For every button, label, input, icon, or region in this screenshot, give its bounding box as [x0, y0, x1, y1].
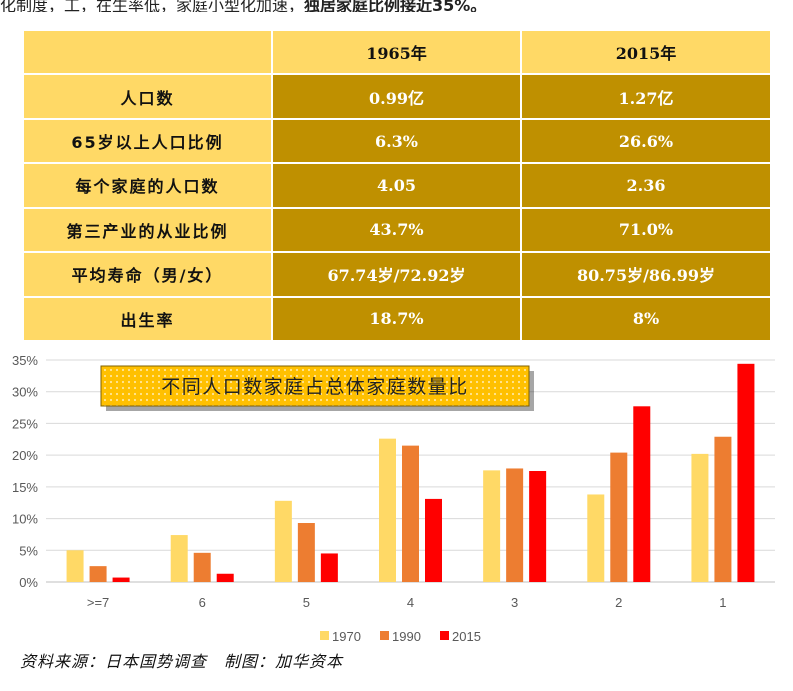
table-row: 平均寿命（男/女） 67.74岁/72.92岁 80.75岁/86.99岁: [22, 251, 772, 298]
bar-1990-4: [506, 468, 524, 582]
bar-1970-1: [170, 535, 188, 582]
x-tick-label: 1: [719, 595, 726, 610]
value-2015: 80.75岁/86.99岁: [520, 251, 772, 298]
x-tick-label: 6: [199, 595, 206, 610]
row-label: 人口数: [22, 73, 273, 120]
bar-1990-0: [89, 566, 107, 582]
value-1965: 43.7%: [271, 206, 522, 254]
bar-2015-5: [633, 406, 651, 582]
value-2015: 8%: [520, 295, 772, 343]
bar-2015-6: [737, 363, 755, 582]
table-row: 65岁以上人口比例 6.3% 26.6%: [22, 117, 772, 165]
row-label: 平均寿命（男/女）: [22, 251, 273, 298]
table-row: 每个家庭的人口数 4.05 2.36: [22, 162, 772, 209]
bar-1990-5: [610, 452, 628, 582]
table-row: 第三产业的从业比例 43.7% 71.0%: [22, 206, 772, 254]
value-2015: 1.27亿: [520, 73, 772, 120]
bar-1990-1: [193, 552, 211, 582]
source-note: 资料来源：日本国势调查 制图：加华资本: [20, 652, 344, 671]
legend-swatch: [320, 631, 329, 640]
bar-2015-0: [112, 577, 130, 582]
bar-2015-3: [425, 498, 442, 582]
x-tick-label: 2: [615, 595, 622, 610]
x-tick-label: 4: [407, 595, 414, 610]
x-tick-label: >=7: [87, 595, 109, 610]
table-header-empty: [22, 28, 273, 76]
legend-label: 2015: [452, 629, 481, 644]
y-tick-label: 25%: [12, 416, 38, 431]
table-row: 人口数 0.99亿 1.27亿: [22, 73, 772, 120]
table-header-2015: 2015年: [520, 28, 772, 76]
value-1965: 67.74岁/72.92岁: [271, 251, 522, 298]
y-tick-label: 5%: [19, 543, 38, 558]
bar-1990-2: [297, 523, 315, 582]
legend-label: 1970: [332, 629, 361, 644]
chart-title-box: 不同人口数家庭占总体家庭数量比: [100, 365, 534, 411]
bar-2015-2: [320, 553, 338, 582]
value-1965: 4.05: [271, 162, 522, 209]
y-tick-label: 30%: [12, 385, 38, 400]
bar-1970-2: [274, 500, 292, 582]
y-tick-label: 15%: [12, 480, 38, 495]
row-label: 出生率: [22, 295, 273, 343]
intro-text: 化制度，工，在生率低，家庭小型化加速，独居家庭比例接近35%。: [0, 0, 793, 12]
row-label: 65岁以上人口比例: [22, 117, 273, 165]
value-2015: 2.36: [520, 162, 772, 209]
bar-1970-5: [587, 494, 605, 582]
row-label: 第三产业的从业比例: [22, 206, 273, 254]
value-1965: 18.7%: [271, 295, 522, 343]
household-size-bar-chart: 0% 5% 10% 15% 20% 25% 30% 35% >=7 6 5 4 3 2 1 不同人口数家庭占…: [12, 353, 775, 644]
legend-label: 1990: [392, 629, 421, 644]
bar-1970-6: [691, 453, 709, 582]
intro-text-plain: 化制度，工，在生率低，家庭小型化加速，: [0, 0, 305, 12]
bar-2015-4: [529, 471, 547, 582]
value-2015: 71.0%: [520, 206, 772, 254]
bar-1970-4: [483, 470, 501, 582]
value-1965: 6.3%: [271, 117, 522, 165]
bar-1970-0: [66, 550, 84, 582]
table-row: 出生率 18.7% 8%: [22, 295, 772, 343]
bar-1970-3: [379, 438, 396, 582]
y-tick-label: 35%: [12, 353, 38, 368]
x-tick-label: 5: [303, 595, 310, 610]
legend-swatch: [380, 631, 389, 640]
table-header-row: 1965年 2015年: [22, 28, 772, 76]
x-tick-label: 3: [511, 595, 518, 610]
y-tick-label: 10%: [12, 512, 38, 527]
stats-table: 1965年 2015年 人口数 0.99亿 1.27亿 65岁以上人口比例 6.…: [22, 28, 772, 343]
y-tick-label: 0%: [19, 575, 38, 590]
legend-swatch: [440, 631, 449, 640]
intro-text-bold: 独居家庭比例接近35%。: [304, 0, 487, 12]
bar-1990-3: [402, 445, 419, 582]
value-1965: 0.99亿: [271, 73, 522, 120]
y-tick-label: 20%: [12, 448, 38, 463]
value-2015: 26.6%: [520, 117, 772, 165]
table-header-1965: 1965年: [271, 28, 522, 76]
bar-1990-6: [714, 436, 732, 582]
chart-title: 不同人口数家庭占总体家庭数量比: [161, 376, 469, 398]
row-label: 每个家庭的人口数: [22, 162, 273, 209]
bar-2015-1: [216, 573, 234, 582]
